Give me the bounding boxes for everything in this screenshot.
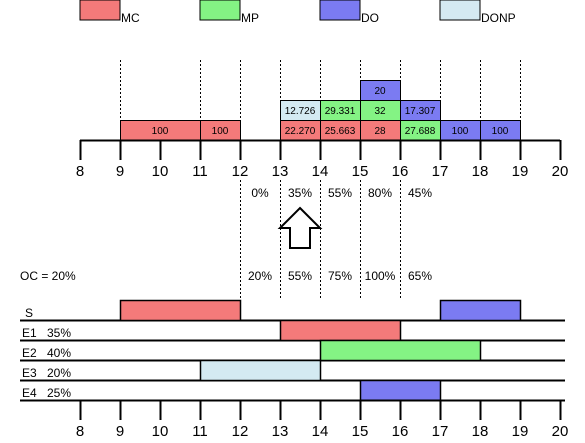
legend: MC MP DO DONP xyxy=(79,0,516,25)
row-bar-mc xyxy=(119,299,242,322)
block-value: 100 xyxy=(152,126,169,137)
upper-percent-labels: 0% 35% 55% 80% 45% xyxy=(251,186,432,200)
axis-tick-label: 13 xyxy=(272,163,289,180)
axis-tick-label: 20 xyxy=(552,423,569,440)
legend-label-do: DO xyxy=(361,11,379,25)
lower-percent: 20% xyxy=(248,269,272,283)
block-value: 17.307 xyxy=(405,106,436,117)
legend-label-mc: MC xyxy=(121,11,140,25)
legend-swatch-mc xyxy=(79,0,121,21)
up-arrow-shape xyxy=(277,206,323,249)
axis-tick-label: 16 xyxy=(392,163,409,180)
axis-tick-label: 19 xyxy=(512,163,529,180)
axis-tick-label: 14 xyxy=(312,163,329,180)
row-label: S xyxy=(25,306,33,320)
legend-label-mp: MP xyxy=(241,11,259,25)
resource-rows: S E1 35% E2 40% E3 20% E4 25% xyxy=(20,299,565,402)
lower-percent: 55% xyxy=(288,269,312,283)
block-value: 29.331 xyxy=(325,106,356,117)
axis-tick-label: 15 xyxy=(352,423,369,440)
row-label: E1 xyxy=(22,326,37,340)
axis-tick-label: 17 xyxy=(432,423,449,440)
block-value: 32 xyxy=(374,106,386,117)
upper-percent: 80% xyxy=(368,186,392,200)
block-value: 100 xyxy=(452,126,469,137)
lower-percent: 75% xyxy=(328,269,352,283)
legend-swatch-mp xyxy=(199,0,241,21)
block-value: 27.688 xyxy=(405,126,436,137)
axis-tick-label: 8 xyxy=(76,163,84,180)
block-do xyxy=(400,100,441,121)
block-value: 12.726 xyxy=(285,106,316,117)
row-label: E3 xyxy=(22,366,37,380)
row-bar-mc xyxy=(279,319,402,342)
row-percent: 25% xyxy=(47,386,71,400)
block-value: 28 xyxy=(374,126,386,137)
row-bar-donp xyxy=(199,359,322,382)
axis-tick-label: 18 xyxy=(472,423,489,440)
axis-tick-label: 8 xyxy=(76,423,84,440)
axis-tick-label: 10 xyxy=(152,163,169,180)
bottom-time-axis: 8 9 10 11 12 13 14 15 16 17 18 19 20 xyxy=(76,399,569,440)
lower-percent-labels: 20% 55% 75% 100% 65% xyxy=(248,269,432,283)
legend-swatch-donp xyxy=(439,0,481,21)
up-arrow-icon xyxy=(277,206,323,249)
upper-percent: 45% xyxy=(408,186,432,200)
top-time-axis: 8 9 10 11 12 13 14 15 16 17 18 19 20 xyxy=(76,139,569,180)
lower-percent: 100% xyxy=(365,269,396,283)
row-bar-mp xyxy=(319,339,482,362)
stacked-blocks: 100 100 22.270 12.726 25.663 29.331 28 32 20 27.6… xyxy=(120,80,521,141)
legend-label-donp: DONP xyxy=(481,11,516,25)
upper-percent: 35% xyxy=(288,186,312,200)
axis-tick-label: 16 xyxy=(392,423,409,440)
block-value: 100 xyxy=(492,126,509,137)
block-value: 100 xyxy=(212,126,229,137)
axis-tick-label: 12 xyxy=(232,163,249,180)
axis-tick-label: 17 xyxy=(432,163,449,180)
axis-tick-label: 14 xyxy=(312,423,329,440)
axis-tick-label: 18 xyxy=(472,163,489,180)
row-bar-do xyxy=(359,379,442,402)
block-value: 20 xyxy=(374,86,386,97)
block-do xyxy=(360,80,401,101)
axis-tick-label: 10 xyxy=(152,423,169,440)
row-percent: 20% xyxy=(47,366,71,380)
block-value: 25.663 xyxy=(325,126,356,137)
row-percent: 40% xyxy=(47,346,71,360)
legend-swatch-do xyxy=(319,0,361,21)
oc-label: OC = 20% xyxy=(20,269,76,283)
axis-tick-label: 12 xyxy=(232,423,249,440)
upper-percent: 55% xyxy=(328,186,352,200)
guide-lines xyxy=(120,60,521,300)
row-percent: 35% xyxy=(47,326,71,340)
row-label: E2 xyxy=(22,346,37,360)
axis-tick-label: 20 xyxy=(552,163,569,180)
axis-tick-label: 9 xyxy=(116,423,124,440)
axis-tick-label: 19 xyxy=(512,423,529,440)
row-bar-do xyxy=(439,299,522,322)
axis-tick-label: 15 xyxy=(352,163,369,180)
row-label: E4 xyxy=(22,386,37,400)
upper-percent: 0% xyxy=(251,186,269,200)
axis-tick-label: 13 xyxy=(272,423,289,440)
axis-tick-label: 9 xyxy=(116,163,124,180)
block-value: 22.270 xyxy=(285,126,316,137)
axis-tick-label: 11 xyxy=(192,163,208,180)
axis-tick-label: 11 xyxy=(192,423,208,440)
lower-percent: 65% xyxy=(408,269,432,283)
